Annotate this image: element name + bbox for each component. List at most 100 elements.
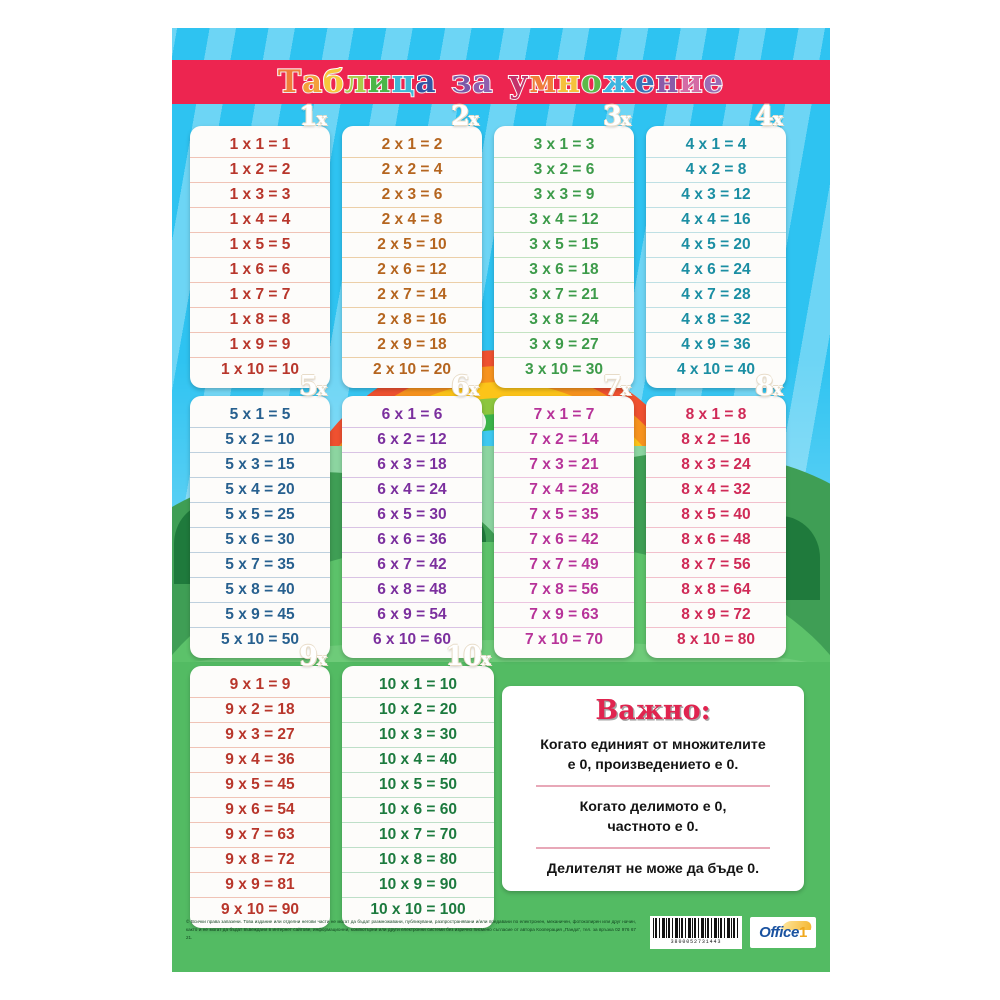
table-row: 10 x 7 = 70: [342, 822, 494, 847]
title-letter: [437, 64, 452, 100]
table-row: 2 x 4 = 8: [342, 207, 482, 232]
table-row: 10 x 3 = 30: [342, 722, 494, 747]
title-letter: н: [655, 63, 680, 101]
table-row: 8 x 3 = 24: [646, 452, 786, 477]
table-row: 2 x 5 = 10: [342, 232, 482, 257]
table-row: 6 x 6 = 36: [342, 527, 482, 552]
divider: [536, 785, 770, 787]
table-row: 6 x 8 = 48: [342, 577, 482, 602]
table-row: 9 x 5 = 45: [190, 772, 330, 797]
table-row: 1 x 3 = 3: [190, 182, 330, 207]
table-header-2: 2x: [451, 101, 479, 132]
table-row: 3 x 1 = 3: [533, 136, 595, 153]
table-row: 6 x 4 = 24: [342, 477, 482, 502]
title-letter: у: [507, 63, 530, 101]
table-row: 4 x 4 = 16: [646, 207, 786, 232]
table-row: 4 x 5 = 20: [646, 232, 786, 257]
table-row: 4 x 6 = 24: [646, 257, 786, 282]
table-row: 10 x 4 = 40: [342, 747, 494, 772]
table-row: 7 x 10 = 70: [494, 627, 634, 652]
title-letter: н: [556, 63, 581, 101]
title-letter: о: [580, 63, 603, 101]
table-row: 2 x 2 = 4: [342, 157, 482, 182]
table-row: 6 x 7 = 42: [342, 552, 482, 577]
multiplication-table-card-10: 10x 10 x 1 = 10 10 x 2 = 20 10 x 3 = 30 10 x…: [342, 641, 494, 928]
table-header-x: x: [480, 650, 491, 670]
table-header-x: x: [316, 110, 327, 130]
table-row: 5 x 10 = 50: [190, 627, 330, 652]
multiplication-table-card-6: 6x 6 x 1 = 6 6 x 2 = 12 6 x 3 = 18 6 x 4 = 2…: [342, 371, 482, 658]
table-row: 5 x 3 = 15: [190, 452, 330, 477]
table-row: 4 x 9 = 36: [646, 332, 786, 357]
table-header-6: 6x: [451, 371, 479, 402]
title-letter: и: [678, 63, 704, 101]
title-letter: е: [702, 63, 725, 101]
table-row: 8 x 6 = 48: [646, 527, 786, 552]
table-row: 6 x 9 = 54: [342, 602, 482, 627]
table-row: 5 x 7 = 35: [190, 552, 330, 577]
table-header-x: x: [620, 110, 631, 130]
title-letter: Т: [277, 63, 302, 101]
barcode: 3800052731443: [650, 916, 742, 949]
title-letter: [493, 64, 508, 100]
table-row: 4 x 7 = 28: [646, 282, 786, 307]
table-header-number: 10: [445, 641, 482, 672]
table-header-10: 10x: [445, 641, 491, 672]
title-letter: ц: [391, 63, 416, 101]
table-header-5: 5x: [299, 371, 327, 402]
table-header-number: 8: [755, 371, 774, 402]
table-row: 1 x 4 = 4: [190, 207, 330, 232]
barcode-bars: [653, 918, 739, 938]
table-header-number: 7: [603, 371, 622, 402]
table-row: 6 x 2 = 12: [342, 427, 482, 452]
table-header-x: x: [620, 380, 631, 400]
title-banner: [172, 60, 830, 104]
table-row: 9 x 4 = 36: [190, 747, 330, 772]
table-row: 2 x 7 = 14: [342, 282, 482, 307]
table-row: 7 x 1 = 7: [533, 406, 595, 423]
table-header-number: 1: [299, 101, 318, 132]
table-row: 1 x 9 = 9: [190, 332, 330, 357]
table-row: 9 x 8 = 72: [190, 847, 330, 872]
table-row: 3 x 4 = 12: [494, 207, 634, 232]
table-row: 5 x 5 = 25: [190, 502, 330, 527]
table-header-number: 3: [603, 101, 622, 132]
table-row: 7 x 4 = 28: [494, 477, 634, 502]
important-paragraph-3: Делителят не може да бъде 0.: [546, 860, 760, 877]
table-header-number: 2: [451, 101, 470, 132]
table-row: 10 x 10 = 100: [342, 897, 494, 922]
table-row: 4 x 2 = 8: [646, 157, 786, 182]
table-row: 7 x 9 = 63: [494, 602, 634, 627]
table-row: 10 x 9 = 90: [342, 872, 494, 897]
table-row: 9 x 9 = 81: [190, 872, 330, 897]
table-header-3: 3x: [603, 101, 631, 132]
table-row: 8 x 2 = 16: [646, 427, 786, 452]
table-row: 3 x 2 = 6: [494, 157, 634, 182]
table-row: 7 x 3 = 21: [494, 452, 634, 477]
multiplication-table-card-8: 8x 8 x 1 = 8 8 x 2 = 16 8 x 3 = 24 8 x 4 = 3…: [646, 371, 786, 658]
table-header-4: 4x: [755, 101, 783, 132]
table-row: 4 x 8 = 32: [646, 307, 786, 332]
important-paragraph-1: Когато единият от множителите е 0, произв…: [540, 737, 766, 774]
table-header-x: x: [316, 650, 327, 670]
table-header-x: x: [468, 110, 479, 130]
table-row: 2 x 3 = 6: [342, 182, 482, 207]
table-row: 7 x 7 = 49: [494, 552, 634, 577]
title-letter: е: [634, 63, 656, 101]
table-header-x: x: [772, 110, 783, 130]
table-row: 5 x 2 = 10: [190, 427, 330, 452]
table-row: 4 x 3 = 12: [646, 182, 786, 207]
table-row: 3 x 9 = 27: [494, 332, 634, 357]
table-row: 9 x 6 = 54: [190, 797, 330, 822]
title-letter: л: [344, 63, 368, 101]
table-row: 9 x 2 = 18: [190, 697, 330, 722]
